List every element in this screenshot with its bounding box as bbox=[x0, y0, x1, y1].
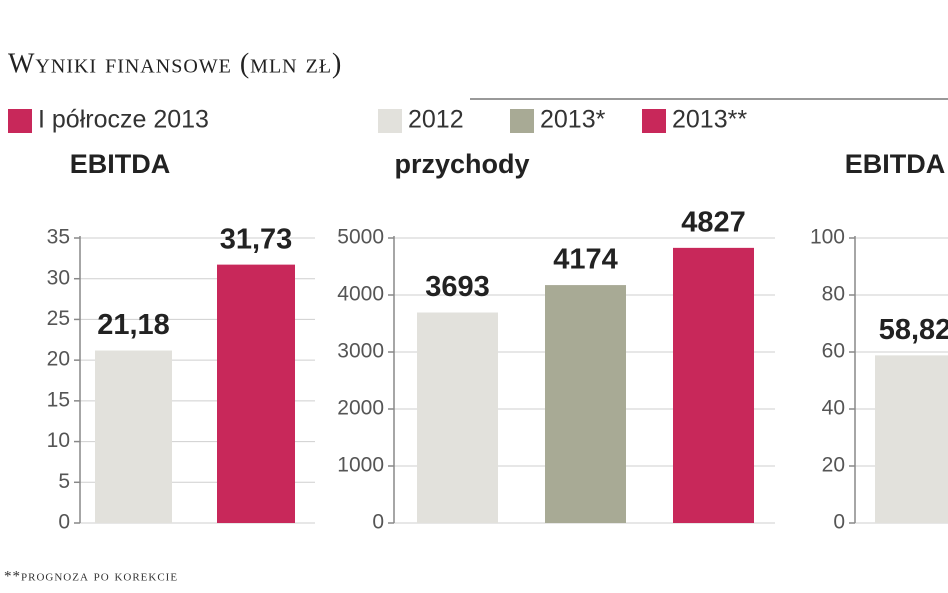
y-tick-label: 1000 bbox=[337, 454, 384, 477]
y-tick-label: 0 bbox=[58, 511, 70, 534]
y-tick-label: 20 bbox=[822, 454, 845, 477]
legend-swatch bbox=[510, 109, 534, 133]
value-label: 31,73 bbox=[220, 223, 293, 255]
legend-label: 2012 bbox=[408, 106, 464, 134]
y-tick-label: 5 bbox=[58, 470, 70, 493]
y-tick-label: 3000 bbox=[337, 340, 384, 363]
legend-label: 2013** bbox=[672, 106, 747, 134]
y-tick-label: 25 bbox=[47, 307, 70, 330]
value-label: 58,82 bbox=[879, 314, 948, 346]
chart-title: przychody bbox=[394, 149, 529, 179]
value-label: 3693 bbox=[425, 271, 490, 303]
page-title: Wyniki finansowe (mln zł) bbox=[8, 48, 342, 79]
y-tick-label: 30 bbox=[47, 266, 70, 289]
value-label: 21,18 bbox=[97, 309, 170, 341]
value-label: 4174 bbox=[553, 244, 618, 276]
y-tick-label: 40 bbox=[822, 397, 845, 420]
y-tick-label: 60 bbox=[822, 340, 845, 363]
chart-title: EBITDA bbox=[845, 149, 946, 179]
bar bbox=[673, 247, 754, 523]
legend-swatch bbox=[8, 109, 32, 133]
y-tick-label: 0 bbox=[372, 511, 384, 534]
y-tick-label: 10 bbox=[47, 429, 70, 452]
y-tick-label: 15 bbox=[47, 388, 70, 411]
bar bbox=[95, 350, 172, 523]
y-tick-label: 100 bbox=[810, 226, 845, 249]
y-tick-label: 80 bbox=[822, 283, 845, 306]
legend-label: I półrocze 2013 bbox=[38, 106, 209, 134]
value-label: 4827 bbox=[681, 207, 746, 239]
y-tick-label: 4000 bbox=[337, 283, 384, 306]
legend-swatch bbox=[378, 109, 402, 133]
bar bbox=[217, 264, 295, 523]
legend-swatch bbox=[642, 109, 666, 133]
y-tick-label: 5000 bbox=[337, 226, 384, 249]
y-tick-label: 35 bbox=[47, 226, 70, 249]
chart-title: EBITDA bbox=[70, 149, 171, 179]
y-tick-label: 20 bbox=[47, 348, 70, 371]
bar bbox=[417, 312, 498, 523]
footnote: **prognoza po korekcie bbox=[4, 568, 178, 584]
legend-label: 2013* bbox=[540, 106, 606, 134]
y-tick-label: 0 bbox=[833, 511, 845, 534]
y-tick-label: 2000 bbox=[337, 397, 384, 420]
bar bbox=[545, 285, 626, 523]
bar bbox=[875, 355, 948, 523]
